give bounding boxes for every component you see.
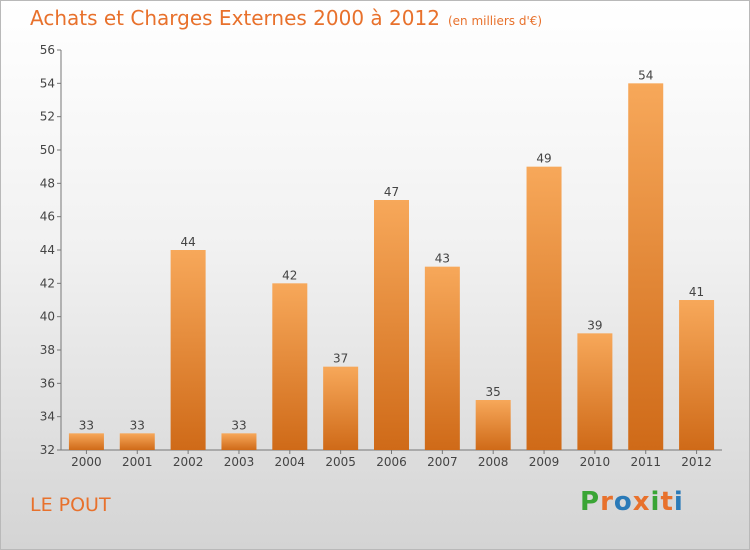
bar	[526, 166, 562, 450]
bar	[323, 366, 359, 450]
x-tick-label: 2012	[681, 455, 712, 469]
x-tick-label: 2010	[580, 455, 611, 469]
x-tick-label: 2002	[173, 455, 204, 469]
x-tick-label: 2008	[478, 455, 509, 469]
bar	[475, 400, 511, 450]
bar-value-label: 43	[435, 252, 450, 266]
y-tick-label: 50	[40, 143, 55, 157]
bar-value-label: 37	[333, 352, 348, 366]
logo-letter: P	[580, 487, 601, 517]
bar-value-label: 54	[638, 68, 653, 82]
bar	[221, 433, 257, 450]
bar	[68, 433, 104, 450]
x-tick-label: 2001	[122, 455, 153, 469]
bar-value-label: 44	[180, 235, 195, 249]
y-tick-label: 40	[40, 310, 55, 324]
y-tick-label: 36	[40, 376, 55, 390]
bar	[679, 300, 715, 450]
proxiti-logo[interactable]: Proxiti	[580, 487, 684, 517]
bar	[170, 250, 206, 450]
x-tick-label: 2005	[325, 455, 356, 469]
y-tick-label: 32	[40, 443, 55, 457]
bar-value-label: 41	[689, 285, 704, 299]
y-tick-label: 34	[40, 410, 55, 424]
bar-value-label: 42	[282, 268, 297, 282]
bar	[119, 433, 155, 450]
bar	[374, 200, 409, 450]
bar-value-label: 33	[231, 418, 246, 432]
logo-letter: t	[660, 487, 674, 517]
x-tick-label: 2006	[376, 455, 407, 469]
y-tick-label: 48	[40, 176, 55, 190]
bar	[424, 266, 460, 450]
chart-unit: (en milliers d'€)	[447, 14, 543, 28]
bar-value-label: 33	[130, 418, 145, 432]
chart-title: Achats et Charges Externes 2000 à 2012 (e…	[30, 6, 542, 30]
x-tick-label: 2009	[529, 455, 560, 469]
y-tick-label: 56	[40, 43, 55, 57]
x-tick-label: 2003	[224, 455, 255, 469]
bar-value-label: 33	[79, 418, 94, 432]
x-tick-label: 2000	[71, 455, 102, 469]
bar-value-label: 35	[486, 385, 501, 399]
x-tick-label: 2011	[630, 455, 661, 469]
chart-title-text: Achats et Charges Externes 2000 à 2012	[30, 6, 440, 30]
y-tick-label: 38	[40, 343, 55, 357]
bar	[272, 283, 308, 450]
y-tick-label: 54	[40, 76, 55, 90]
y-axis: 32 34 36 38 40 42 44 46 48 50 52 54 56	[40, 43, 62, 457]
bar-value-label: 49	[536, 152, 551, 166]
y-tick-label: 52	[40, 110, 55, 124]
bar-value-label: 47	[384, 185, 399, 199]
logo-letter: o	[613, 487, 633, 517]
bars: 33 33 44 33 42 37 47 43 35 49 39 54 41	[68, 68, 715, 450]
place-name: LE POUT	[30, 494, 111, 516]
logo-letter: x	[632, 487, 651, 517]
y-tick-label: 46	[40, 210, 55, 224]
x-axis: 2000 2001 2002 2003 2004 2005 2006 2007 2008 2009…	[61, 449, 722, 469]
bar	[628, 83, 664, 450]
x-tick-label: 2007	[427, 455, 458, 469]
logo-letter: i	[650, 487, 661, 517]
x-tick-label: 2004	[275, 455, 306, 469]
logo-letter: i	[673, 487, 684, 517]
y-tick-label: 42	[40, 276, 55, 290]
bar	[577, 333, 613, 450]
logo-letter: r	[600, 487, 614, 517]
y-tick-label: 44	[40, 243, 55, 257]
bar-value-label: 39	[587, 318, 602, 332]
